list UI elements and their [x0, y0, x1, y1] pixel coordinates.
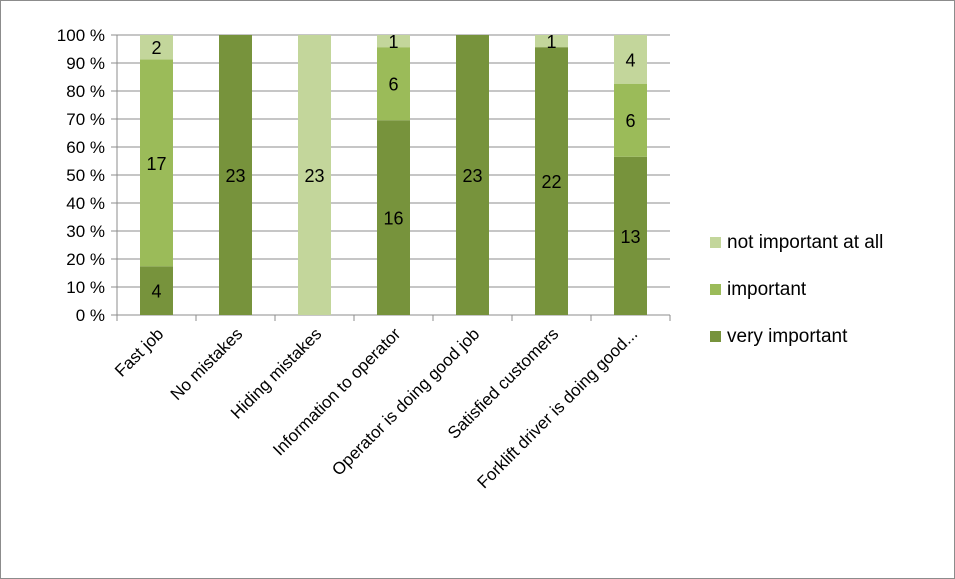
- bar-segment: [614, 83, 647, 157]
- category-label: Operator is doing good job: [328, 324, 483, 479]
- category-label: Information to operator: [269, 324, 404, 459]
- y-tick-label: 60 %: [66, 138, 105, 157]
- y-tick-label: 70 %: [66, 110, 105, 129]
- y-tick-label: 50 %: [66, 166, 105, 185]
- data-label: 16: [383, 209, 403, 229]
- y-tick-label: 100 %: [57, 26, 105, 45]
- data-label: 17: [146, 154, 166, 174]
- bar-segment: [614, 156, 647, 315]
- data-label: 13: [620, 227, 640, 247]
- y-tick-label: 90 %: [66, 54, 105, 73]
- bar-segment: [140, 266, 173, 315]
- bar-segment: [456, 35, 489, 315]
- category-label: Forklift driver is doing good...: [474, 324, 642, 492]
- bar-segment: [377, 47, 410, 121]
- legend-swatch: [710, 237, 721, 248]
- data-label: 2: [151, 38, 161, 58]
- data-label: 1: [388, 32, 398, 52]
- data-label: 1: [546, 32, 556, 52]
- category-label: Fast job: [111, 324, 167, 380]
- y-tick-label: 20 %: [66, 250, 105, 269]
- bar-segment: [535, 35, 568, 48]
- data-label: 4: [151, 282, 161, 302]
- bar-segment: [140, 35, 173, 60]
- data-label: 6: [625, 111, 635, 131]
- bar-segment: [535, 47, 568, 315]
- bar-segment: [298, 35, 331, 315]
- data-label: 4: [625, 50, 635, 70]
- legend-label: not important at all: [727, 232, 883, 253]
- bar-segment: [614, 35, 647, 84]
- legend-label: very important: [727, 326, 848, 347]
- data-label: 22: [541, 172, 561, 192]
- bar-segment: [377, 120, 410, 315]
- y-tick-label: 0 %: [76, 306, 105, 325]
- bar-segment: [140, 59, 173, 267]
- y-tick-label: 30 %: [66, 222, 105, 241]
- y-tick-label: 80 %: [66, 82, 105, 101]
- legend-swatch: [710, 284, 721, 295]
- category-label: No mistakes: [167, 324, 247, 404]
- data-label: 23: [225, 166, 245, 186]
- bar-segment: [377, 35, 410, 48]
- y-tick-label: 40 %: [66, 194, 105, 213]
- y-tick-label: 10 %: [66, 278, 105, 297]
- bar-segment: [219, 35, 252, 315]
- legend-swatch: [710, 331, 721, 342]
- legend-label: important: [727, 279, 807, 300]
- data-label: 23: [304, 166, 324, 186]
- data-label: 6: [388, 75, 398, 95]
- data-label: 23: [462, 166, 482, 186]
